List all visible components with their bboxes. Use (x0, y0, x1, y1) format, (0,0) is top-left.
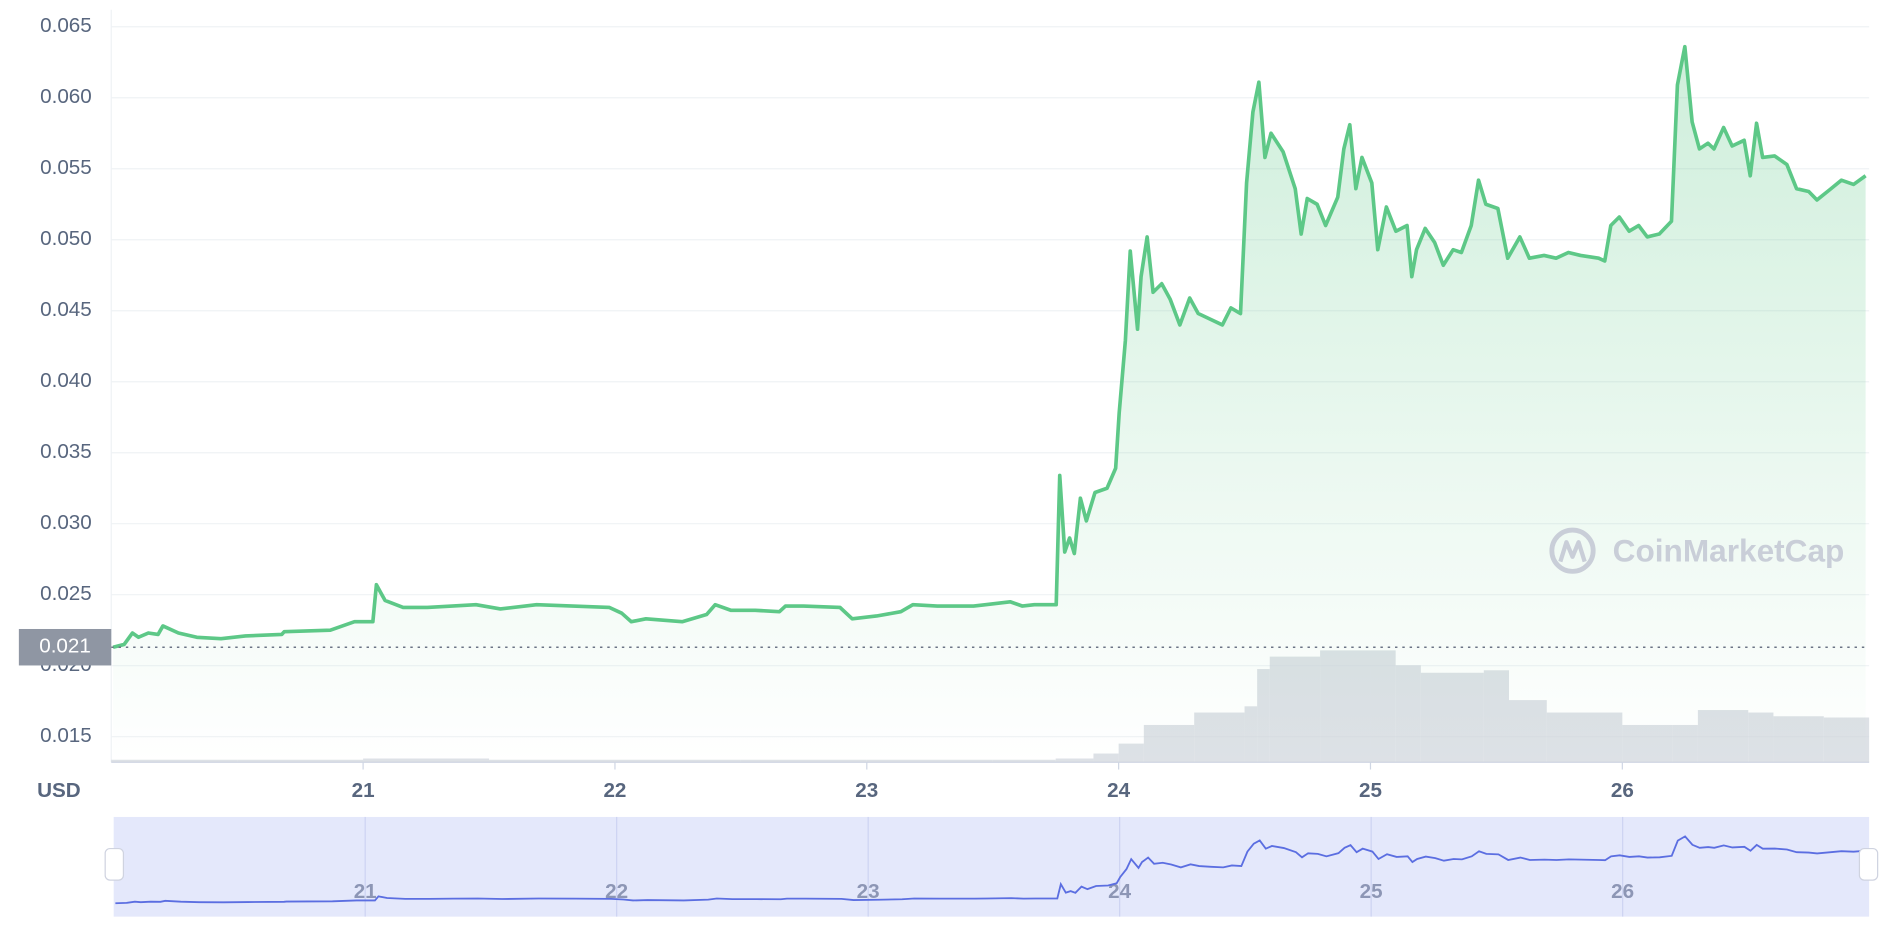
price-area (112, 44, 1867, 763)
y-tick-label: 0.050 (40, 227, 92, 250)
navigator-handle-right[interactable] (1858, 847, 1879, 881)
y-tick-label: 0.065 (40, 14, 92, 37)
y-tick-label: 0.035 (40, 440, 92, 463)
watermark-text: CoinMarketCap (1613, 532, 1845, 568)
y-tick-label: 0.055 (40, 156, 92, 179)
navigator-tick-label: 24 (1108, 880, 1131, 903)
navigator: 21 22 23 24 25 26 (104, 816, 1879, 917)
watermark-logo (1549, 527, 1596, 574)
y-tick-label: 0.045 (40, 298, 92, 321)
area-fill (113, 46, 1866, 763)
x-tick-label: 25 (1359, 779, 1382, 802)
y-tick-label: 0.060 (40, 85, 92, 108)
y-tick-label: 0.030 (40, 511, 92, 534)
x-tick-label: 24 (1107, 779, 1130, 802)
navigator-tick-label: 21 (354, 880, 377, 903)
y-tick-label: 0.040 (40, 369, 92, 392)
navigator-tick-label: 25 (1360, 880, 1383, 903)
navigator-background (113, 816, 1870, 917)
navigator-handle-left[interactable] (104, 847, 125, 881)
x-tick-label: 26 (1611, 779, 1634, 802)
y-tick-label: 0.025 (40, 582, 92, 605)
x-tick-label: 21 (352, 779, 375, 802)
x-tick-label: 22 (603, 779, 626, 802)
navigator-tick-label: 23 (857, 880, 880, 903)
reference-label-bg (18, 628, 112, 666)
currency-label: USD (37, 779, 81, 802)
navigator-tick-label: 26 (1611, 880, 1634, 903)
reference-label: 0.021 (39, 635, 91, 658)
x-tick-label: 23 (855, 779, 878, 802)
navigator-line (115, 835, 1866, 905)
watermark-logo-mark (1558, 540, 1587, 563)
y-tick-label: 0.015 (40, 724, 92, 747)
watermark: CoinMarketCap (1549, 527, 1845, 574)
price-line (112, 44, 1867, 649)
navigator-tick-label: 22 (605, 880, 628, 903)
